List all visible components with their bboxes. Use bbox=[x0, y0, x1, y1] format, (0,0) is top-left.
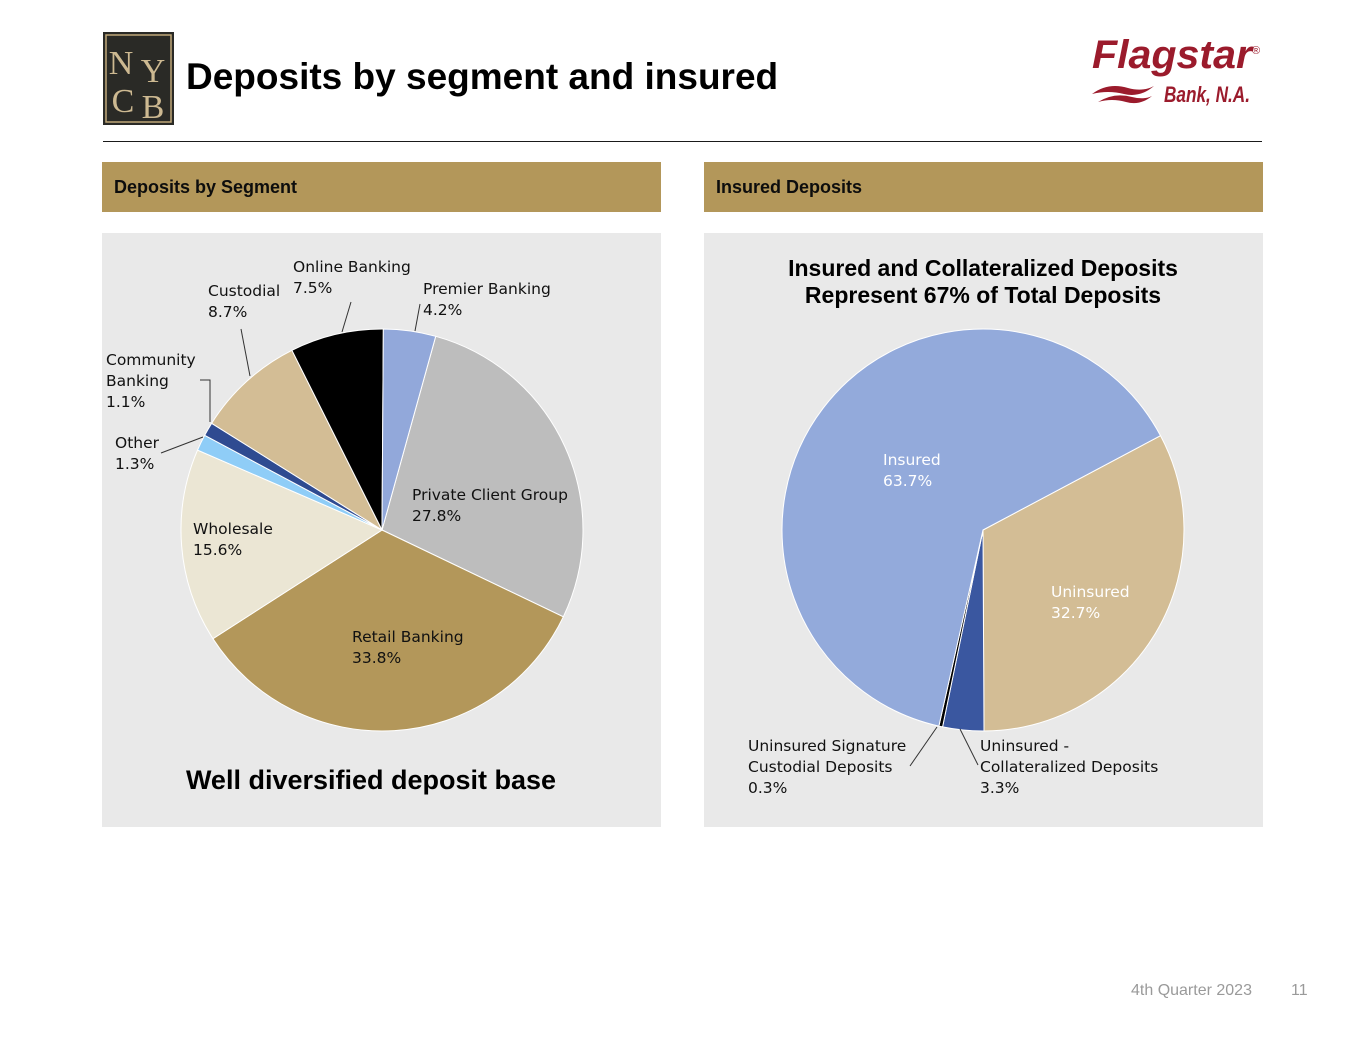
flagstar-wave-icon bbox=[1092, 86, 1154, 95]
page-title: Deposits by segment and insured bbox=[186, 56, 779, 97]
page-number: 11 bbox=[1291, 982, 1308, 999]
label-insured-name: Insured bbox=[883, 451, 941, 469]
insured-chart-panel: Insured and Collateralized Deposits Repr… bbox=[704, 233, 1263, 827]
label-collateralized-line2: Collateralized Deposits bbox=[980, 758, 1158, 776]
flagstar-registered-mark: ® bbox=[1252, 45, 1260, 57]
label-uninsured-name: Uninsured bbox=[1051, 583, 1130, 601]
label-community-banking-line2: Banking bbox=[106, 372, 169, 390]
flagstar-logo: Flagstar ® Bank, N.A. bbox=[1088, 30, 1266, 110]
label-private-client-value: 27.8% bbox=[412, 507, 461, 525]
logo-letter-n: N bbox=[109, 45, 134, 82]
label-community-banking-line1: Community bbox=[106, 351, 196, 369]
label-retail-banking-value: 33.8% bbox=[352, 649, 401, 667]
logo-letter-b: B bbox=[142, 89, 165, 125]
label-wholesale-value: 15.6% bbox=[193, 541, 242, 559]
leader-line-community-banking bbox=[200, 379, 211, 422]
pie-slice-private-client-group bbox=[381, 335, 584, 618]
label-signature-custodial-line2: Custodial Deposits bbox=[748, 758, 893, 776]
nycb-logo: N Y C B bbox=[103, 32, 174, 126]
pie-slice-insured bbox=[781, 328, 1162, 727]
footer-period: 4th Quarter 2023 bbox=[1131, 982, 1252, 999]
logo-letter-c: C bbox=[112, 83, 135, 120]
insured-chart-title-line1: Insured and Collateralized Deposits bbox=[788, 255, 1178, 281]
label-community-banking-value: 1.1% bbox=[106, 393, 145, 411]
label-collateralized-value: 3.3% bbox=[980, 779, 1019, 797]
pie-slice-uninsured bbox=[982, 434, 1185, 732]
pie-slice-custodial bbox=[210, 349, 384, 532]
insured-chart-title-line2: Represent 67% of Total Deposits bbox=[805, 282, 1161, 308]
segment-pie-chart: Online Banking 7.5% Premier Banking 4.2%… bbox=[106, 258, 584, 795]
label-other-value: 1.3% bbox=[115, 455, 154, 473]
title-divider bbox=[103, 141, 1262, 142]
flagstar-wordmark: Flagstar bbox=[1092, 33, 1254, 77]
leader-line-online-banking bbox=[341, 301, 352, 333]
label-signature-custodial-line1: Uninsured Signature bbox=[748, 737, 906, 755]
label-premier-banking-name: Premier Banking bbox=[423, 280, 551, 298]
logo-letter-y: Y bbox=[141, 53, 166, 90]
pie-slice-premier-banking bbox=[381, 328, 437, 531]
insured-section-header: Insured Deposits bbox=[704, 162, 1263, 212]
label-retail-banking-name: Retail Banking bbox=[352, 628, 464, 646]
flagstar-subname: Bank, N.A. bbox=[1164, 82, 1250, 107]
leader-line-custodial bbox=[240, 328, 251, 377]
label-collateralized-line1: Uninsured - bbox=[980, 737, 1069, 755]
flagstar-wave-icon-lower bbox=[1098, 95, 1152, 104]
insured-pie-chart: Insured and Collateralized Deposits Repr… bbox=[748, 255, 1185, 797]
label-private-client-name: Private Client Group bbox=[412, 486, 568, 504]
pie-slice-retail-banking bbox=[212, 529, 564, 732]
leader-line-premier-banking bbox=[414, 303, 421, 332]
label-uninsured-value: 32.7% bbox=[1051, 604, 1100, 622]
leader-line-other bbox=[160, 436, 204, 454]
label-premier-banking-value: 4.2% bbox=[423, 301, 462, 319]
segment-chart-panel: Online Banking 7.5% Premier Banking 4.2%… bbox=[102, 233, 661, 827]
label-wholesale-name: Wholesale bbox=[193, 520, 273, 538]
leader-line-signature-custodial bbox=[909, 726, 938, 767]
label-custodial-value: 8.7% bbox=[208, 303, 247, 321]
leader-line-collateralized bbox=[959, 728, 979, 766]
label-custodial-name: Custodial bbox=[208, 282, 280, 300]
pie-slice-wholesale bbox=[180, 449, 384, 640]
segment-section-header: Deposits by Segment bbox=[102, 162, 661, 212]
pie-slice-online-banking bbox=[291, 328, 384, 531]
label-signature-custodial-value: 0.3% bbox=[748, 779, 787, 797]
label-online-banking-name: Online Banking bbox=[293, 258, 411, 276]
label-insured-value: 63.7% bbox=[883, 472, 932, 490]
label-online-banking-value: 7.5% bbox=[293, 279, 332, 297]
label-other-name: Other bbox=[115, 434, 160, 452]
segment-caption: Well diversified deposit base bbox=[186, 765, 556, 795]
